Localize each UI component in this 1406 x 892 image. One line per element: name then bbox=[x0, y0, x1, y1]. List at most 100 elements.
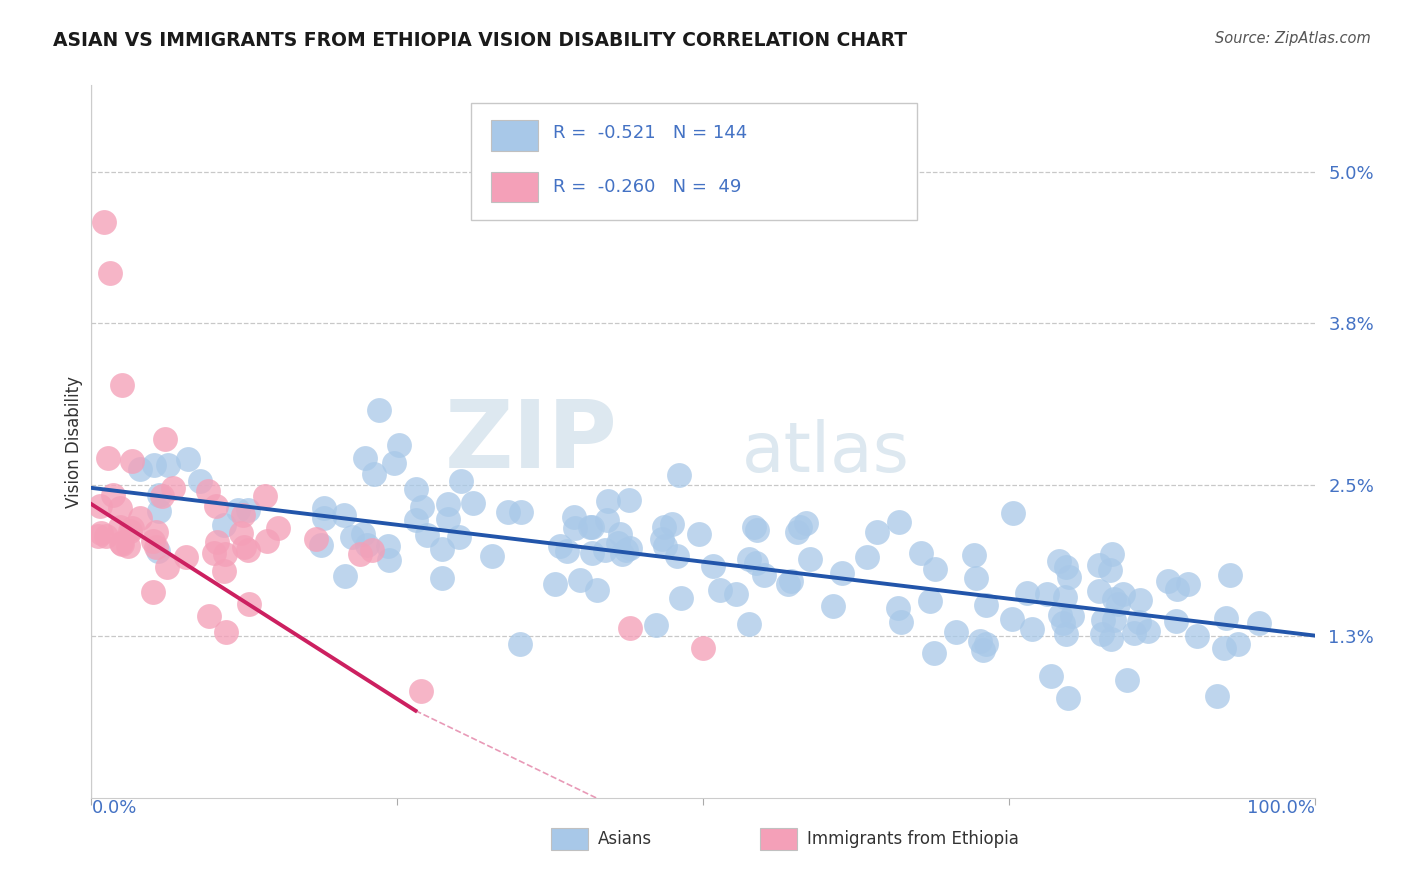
Point bbox=[496, 505, 519, 519]
Point bbox=[752, 568, 775, 582]
Point bbox=[142, 534, 165, 549]
Point bbox=[162, 481, 184, 495]
Point bbox=[654, 539, 676, 553]
Point bbox=[945, 624, 967, 639]
Point bbox=[111, 378, 134, 392]
Point bbox=[148, 544, 170, 558]
Point bbox=[128, 511, 150, 525]
Point bbox=[562, 510, 585, 524]
Point bbox=[1206, 689, 1229, 703]
Point bbox=[382, 456, 405, 470]
Point bbox=[1128, 615, 1150, 629]
Point bbox=[333, 569, 356, 583]
Point bbox=[156, 458, 179, 472]
Point bbox=[481, 549, 503, 563]
Point bbox=[1036, 587, 1059, 601]
Point bbox=[450, 474, 472, 488]
Point bbox=[510, 505, 533, 519]
Point bbox=[214, 564, 236, 578]
Point bbox=[432, 541, 454, 556]
Point bbox=[1101, 547, 1123, 561]
Point bbox=[578, 519, 600, 533]
Point bbox=[254, 489, 277, 503]
Point bbox=[118, 524, 141, 539]
Point bbox=[202, 546, 225, 560]
FancyBboxPatch shape bbox=[491, 172, 538, 202]
Point bbox=[121, 453, 143, 467]
Point bbox=[405, 513, 427, 527]
Point bbox=[651, 532, 673, 546]
Point bbox=[409, 683, 432, 698]
Point bbox=[1092, 614, 1115, 628]
Text: 100.0%: 100.0% bbox=[1247, 798, 1315, 816]
Point bbox=[150, 489, 173, 503]
Point bbox=[544, 577, 567, 591]
Point bbox=[1247, 616, 1270, 631]
Point bbox=[596, 494, 619, 508]
Point bbox=[606, 535, 628, 549]
Point bbox=[1091, 627, 1114, 641]
Point bbox=[609, 527, 631, 541]
Point bbox=[388, 438, 411, 452]
Point bbox=[786, 525, 808, 540]
Point bbox=[437, 512, 460, 526]
Point bbox=[918, 594, 941, 608]
Point bbox=[121, 521, 143, 535]
Point bbox=[333, 508, 356, 523]
FancyBboxPatch shape bbox=[491, 120, 538, 151]
Point bbox=[619, 621, 641, 635]
Point bbox=[548, 539, 571, 553]
Point bbox=[669, 591, 692, 606]
Point bbox=[416, 528, 439, 542]
Point bbox=[692, 640, 714, 655]
Point bbox=[461, 496, 484, 510]
Point bbox=[93, 215, 115, 229]
Point bbox=[214, 625, 236, 640]
Point bbox=[1052, 615, 1074, 630]
Text: Asians: Asians bbox=[598, 830, 652, 848]
Point bbox=[1164, 615, 1187, 629]
Point bbox=[340, 530, 363, 544]
Point bbox=[702, 559, 724, 574]
Point bbox=[569, 573, 592, 587]
Point bbox=[509, 637, 531, 651]
Text: ZIP: ZIP bbox=[444, 395, 617, 488]
Point bbox=[745, 523, 768, 537]
Point bbox=[98, 266, 121, 280]
Point bbox=[724, 587, 747, 601]
Point bbox=[1129, 593, 1152, 607]
Point bbox=[305, 532, 328, 546]
Text: Source: ZipAtlas.com: Source: ZipAtlas.com bbox=[1215, 31, 1371, 46]
Point bbox=[890, 615, 912, 629]
Point bbox=[1112, 587, 1135, 601]
Point bbox=[972, 642, 994, 657]
Point bbox=[866, 524, 889, 539]
Point bbox=[236, 543, 259, 558]
Point bbox=[688, 527, 710, 541]
Point bbox=[1102, 613, 1125, 627]
Point bbox=[789, 520, 811, 534]
Point bbox=[924, 561, 946, 575]
Point bbox=[593, 543, 616, 558]
Point bbox=[614, 543, 637, 558]
Point bbox=[352, 527, 374, 541]
Point bbox=[661, 517, 683, 532]
Point bbox=[188, 474, 211, 488]
Text: R =  -0.260   N =  49: R = -0.260 N = 49 bbox=[553, 178, 741, 195]
Point bbox=[142, 458, 165, 472]
Point bbox=[176, 452, 198, 467]
Point bbox=[1039, 669, 1062, 683]
Point bbox=[581, 546, 603, 560]
Point bbox=[205, 499, 228, 513]
Point bbox=[212, 517, 235, 532]
Point bbox=[207, 535, 229, 549]
Point bbox=[87, 529, 110, 543]
Point bbox=[101, 488, 124, 502]
Point bbox=[90, 525, 112, 540]
Point bbox=[1060, 609, 1083, 624]
Point bbox=[377, 539, 399, 553]
Point bbox=[922, 646, 945, 660]
Point bbox=[156, 560, 179, 574]
Point bbox=[1053, 590, 1076, 604]
Point bbox=[974, 637, 997, 651]
